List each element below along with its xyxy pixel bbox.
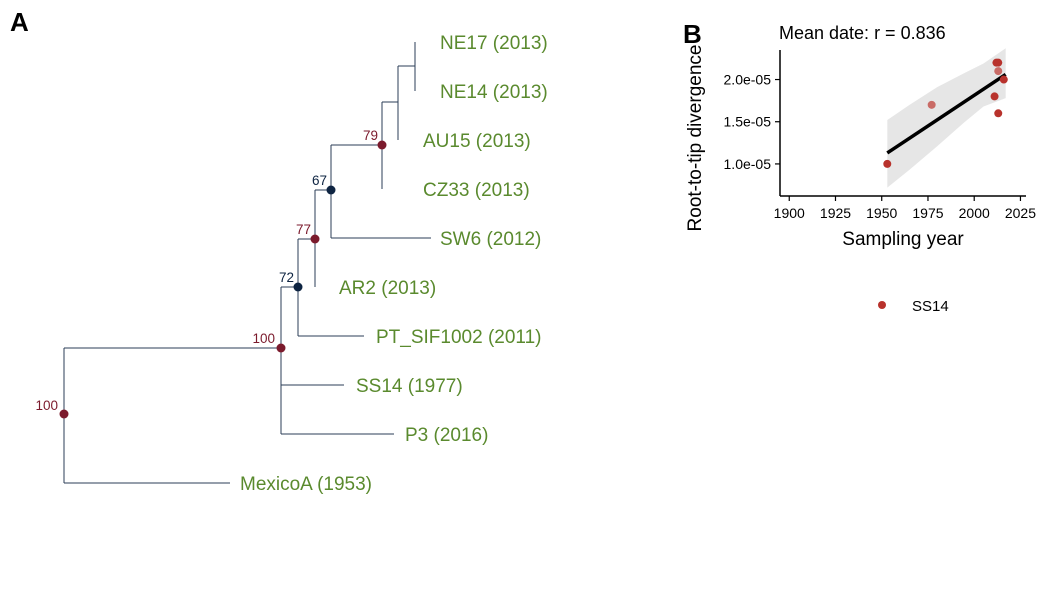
data-point bbox=[994, 67, 1003, 76]
tree-branches bbox=[63, 42, 431, 484]
support-value-label: 100 bbox=[35, 398, 58, 413]
x-tick-label: 1925 bbox=[820, 205, 851, 221]
data-point bbox=[994, 109, 1003, 118]
data-point bbox=[927, 100, 936, 109]
data-point bbox=[883, 159, 892, 168]
y-axis-title: Root-to-tip divergence bbox=[685, 45, 706, 232]
scatter-plot-area: 1900 1925 1950 1975 2000 2025 1.0e-05 1.5e-05 2.… bbox=[724, 48, 1036, 221]
phylogenetic-tree: 100 100 72 77 67 79 NE17 (2013) NE14 (2013) AU1… bbox=[35, 33, 547, 495]
support-node-dot bbox=[276, 343, 286, 353]
support-value-label: 79 bbox=[363, 128, 378, 143]
support-node-dot bbox=[59, 409, 69, 419]
regression-line bbox=[886, 73, 1007, 155]
tree-tip-label: PT_SIF1002 (2011) bbox=[376, 327, 541, 348]
y-tick-label: 1.0e-05 bbox=[724, 156, 772, 172]
data-point bbox=[999, 75, 1008, 84]
tree-support-nodes: 100 100 72 77 67 79 bbox=[35, 128, 387, 419]
support-value-label: 72 bbox=[279, 270, 294, 285]
x-tick-label: 2000 bbox=[959, 205, 990, 221]
tree-tip-label: AR2 (2013) bbox=[339, 278, 436, 299]
confidence-band bbox=[887, 48, 1006, 188]
y-tick-label: 1.5e-05 bbox=[724, 114, 772, 130]
data-point bbox=[990, 92, 999, 101]
support-value-label: 100 bbox=[252, 331, 275, 346]
x-tick-label: 1950 bbox=[866, 205, 897, 221]
support-node-dot bbox=[377, 140, 387, 150]
support-node-dot bbox=[293, 282, 303, 292]
tree-tip-label: CZ33 (2013) bbox=[423, 180, 530, 201]
legend-key-dot bbox=[878, 301, 886, 309]
support-value-label: 77 bbox=[296, 222, 311, 237]
tree-tip-labels: NE17 (2013) NE14 (2013) AU15 (2013) CZ33 (2… bbox=[240, 33, 548, 495]
x-tick-label: 2025 bbox=[1005, 205, 1036, 221]
support-node-dot bbox=[310, 234, 320, 244]
data-point bbox=[994, 58, 1003, 67]
panel-b-letter: B bbox=[683, 19, 702, 49]
y-tick-label: 2.0e-05 bbox=[724, 72, 772, 88]
x-tick-label: 1975 bbox=[912, 205, 943, 221]
tree-tip-label: MexicoA (1953) bbox=[240, 474, 372, 495]
tree-tip-label: NE14 (2013) bbox=[440, 82, 548, 103]
legend-label: SS14 bbox=[912, 298, 949, 315]
root-to-tip-scatter-panel: B Mean date: r = 0.836 1900 1925 1950 1975 2… bbox=[683, 19, 1036, 315]
tree-tip-label: SW6 (2012) bbox=[440, 229, 541, 250]
x-axis-title: Sampling year bbox=[842, 229, 964, 250]
tree-tip-label: SS14 (1977) bbox=[356, 376, 463, 397]
x-tick-label: 1900 bbox=[774, 205, 805, 221]
scatter-legend: SS14 bbox=[878, 298, 949, 315]
support-value-label: 67 bbox=[312, 173, 327, 188]
tree-tip-label: NE17 (2013) bbox=[440, 33, 548, 54]
tree-tip-label: P3 (2016) bbox=[405, 425, 488, 446]
tree-tip-label: AU15 (2013) bbox=[423, 131, 531, 152]
support-node-dot bbox=[326, 185, 336, 195]
scatter-title: Mean date: r = 0.836 bbox=[779, 23, 946, 43]
panel-a-letter: A bbox=[10, 7, 29, 37]
